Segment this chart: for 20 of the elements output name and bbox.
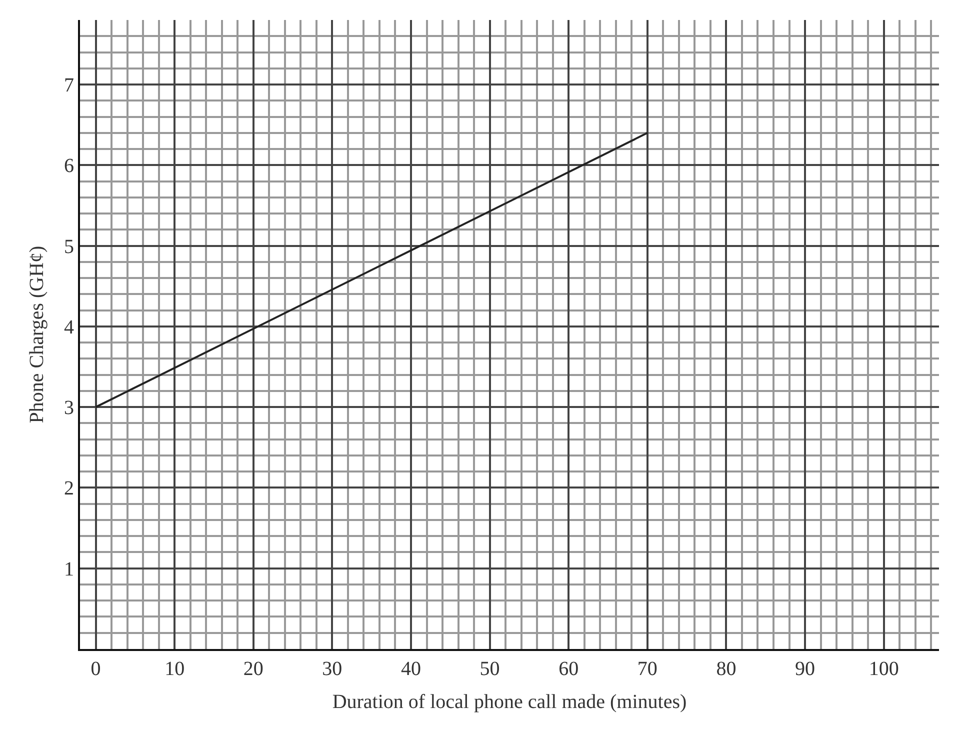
x-tick-label: 50 bbox=[480, 658, 500, 680]
y-tick-label: 2 bbox=[64, 478, 74, 500]
x-tick-label: 10 bbox=[164, 658, 185, 680]
y-tick-label: 7 bbox=[64, 74, 74, 97]
x-tick-label: 0 bbox=[90, 658, 101, 680]
x-tick-label: 40 bbox=[400, 658, 421, 680]
y-axis-title: Phone Charges (GH¢) bbox=[26, 246, 48, 424]
x-tick-label: 20 bbox=[243, 658, 264, 680]
x-axis-title: Duration of local phone call made (minutes) bbox=[332, 691, 687, 713]
y-tick-label: 4 bbox=[64, 316, 74, 338]
y-tick-label: 1 bbox=[64, 558, 74, 580]
x-tick-label: 80 bbox=[716, 658, 736, 680]
x-tick-label: 60 bbox=[558, 658, 579, 680]
x-tick-label: 100 bbox=[868, 658, 899, 680]
x-tick-label: 90 bbox=[795, 658, 816, 680]
y-tick-label: 5 bbox=[64, 236, 74, 258]
y-tick-label: 3 bbox=[64, 397, 74, 420]
x-tick-label: 30 bbox=[322, 658, 342, 680]
x-tick-label: 70 bbox=[637, 658, 658, 680]
y-tick-label: 6 bbox=[64, 155, 74, 178]
